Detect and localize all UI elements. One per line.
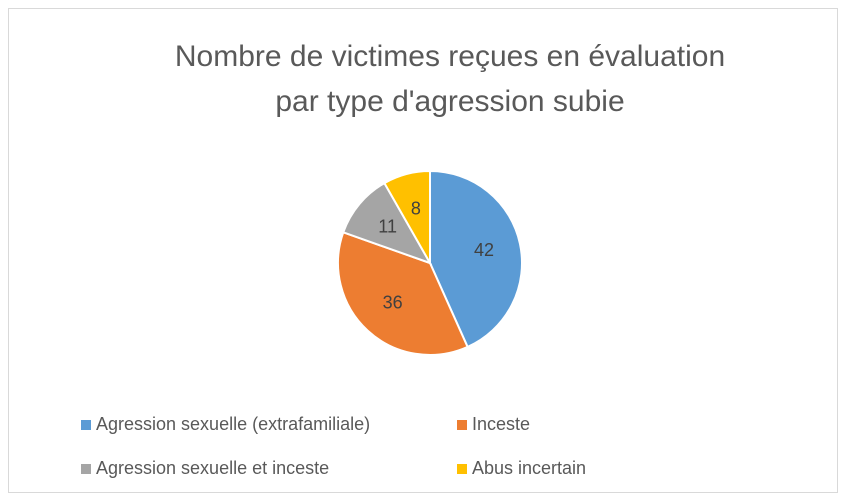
data-label: 36 (383, 292, 403, 312)
pie-slice (383, 169, 431, 267)
legend-swatch (81, 420, 91, 430)
legend-swatch (457, 420, 467, 430)
chart-title: par type d'agression subie (275, 85, 624, 118)
legend-label: Inceste (472, 414, 530, 434)
pie-slice (341, 181, 433, 265)
data-label: 8 (411, 198, 421, 218)
chart-title: Nombre de victimes reçues en évaluation (175, 40, 725, 73)
data-label: 42 (474, 240, 494, 260)
legend-swatch (457, 464, 467, 474)
pie-slice (429, 169, 523, 349)
pie-slice (337, 231, 469, 356)
data-label: 11 (378, 216, 397, 236)
legend-swatch (81, 464, 91, 474)
legend-label: Abus incertain (472, 458, 586, 478)
legend-label: Agression sexuelle et inceste (96, 458, 329, 478)
legend-label: Agression sexuelle (extrafamiliale) (96, 414, 370, 434)
